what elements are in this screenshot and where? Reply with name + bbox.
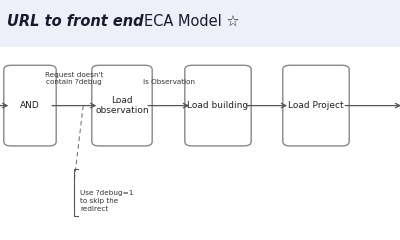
Text: Use ?debug=1
to skip the
redirect: Use ?debug=1 to skip the redirect xyxy=(80,190,133,212)
Text: AND: AND xyxy=(20,101,40,110)
FancyBboxPatch shape xyxy=(283,65,349,146)
Text: Load Project: Load Project xyxy=(288,101,344,110)
FancyBboxPatch shape xyxy=(185,65,251,146)
FancyBboxPatch shape xyxy=(92,65,152,146)
Text: Is Observation: Is Observation xyxy=(142,79,194,85)
FancyBboxPatch shape xyxy=(4,65,56,146)
Text: URL to front end: URL to front end xyxy=(7,14,144,29)
FancyBboxPatch shape xyxy=(0,0,400,47)
Text: Request doesn't
contain ?debug: Request doesn't contain ?debug xyxy=(45,72,104,85)
Text: ECA Model ☆: ECA Model ☆ xyxy=(144,14,239,29)
Text: Load building: Load building xyxy=(188,101,248,110)
Text: Load
observation: Load observation xyxy=(95,96,149,115)
